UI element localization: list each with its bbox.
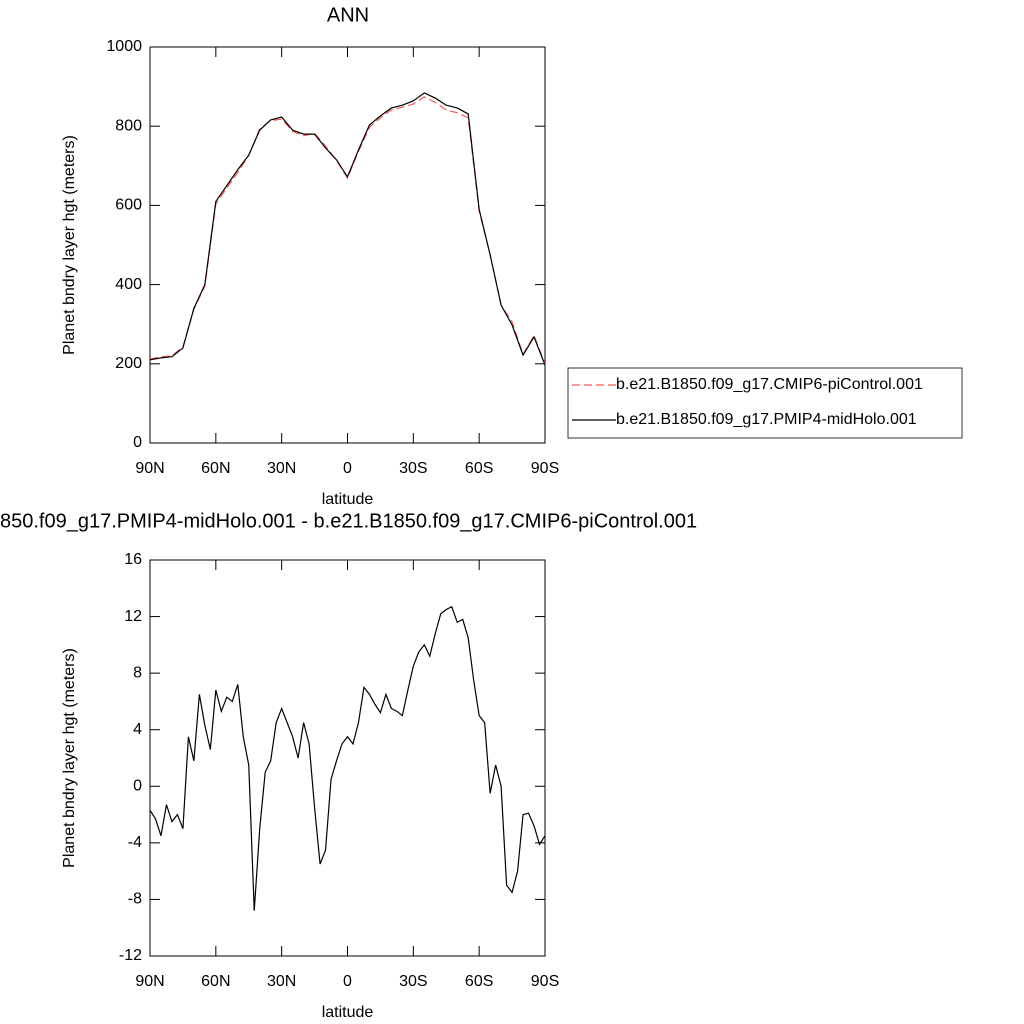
- legend-label: b.e21.B1850.f09_g17.PMIP4-midHolo.001: [616, 411, 917, 428]
- y-axis-label: Planet bndry layer hgt (meters): [61, 648, 78, 868]
- x-tick-label: 0: [343, 460, 352, 477]
- x-tick-label: 30N: [267, 973, 296, 990]
- x-tick-label: 30S: [399, 460, 427, 477]
- y-tick-label: 800: [115, 117, 142, 134]
- plot-frame: [149, 46, 546, 444]
- x-tick-label: 60N: [201, 973, 230, 990]
- y-tick-label: 400: [115, 276, 142, 293]
- x-tick-label: 60S: [465, 460, 493, 477]
- y-tick-label: 0: [133, 778, 142, 795]
- chart-title: 850.f09_g17.PMIP4-midHolo.001 - b.e21.B1…: [0, 510, 697, 532]
- y-tick-label: 0: [133, 434, 142, 451]
- y-tick-label: 600: [115, 197, 142, 214]
- x-tick-label: 30S: [399, 973, 427, 990]
- series-line: [149, 92, 546, 366]
- y-tick-label: 1000: [106, 38, 142, 55]
- x-tick-label: 60S: [465, 973, 493, 990]
- x-tick-label: 90N: [135, 460, 164, 477]
- x-tick-label: 30N: [267, 460, 296, 477]
- y-tick-label: -12: [119, 947, 142, 964]
- series-line: [149, 605, 546, 911]
- y-axis-label: Planet bndry layer hgt (meters): [61, 135, 78, 355]
- legend-label: b.e21.B1850.f09_g17.CMIP6-piControl.001: [616, 376, 923, 393]
- y-tick-label: 8: [133, 664, 142, 681]
- y-tick-label: 4: [133, 721, 142, 738]
- y-tick-label: -8: [128, 891, 142, 908]
- x-tick-label: 60N: [201, 460, 230, 477]
- y-tick-label: 200: [115, 355, 142, 372]
- x-tick-label: 90S: [531, 460, 559, 477]
- x-tick-label: 0: [343, 973, 352, 990]
- legend-box: [567, 367, 963, 439]
- y-tick-label: 16: [124, 551, 142, 568]
- plot-frame: [149, 559, 546, 957]
- series-line: [149, 96, 546, 365]
- x-axis-label: latitude: [322, 491, 374, 508]
- x-tick-label: 90N: [135, 973, 164, 990]
- y-tick-label: 12: [124, 608, 142, 625]
- x-axis-label: latitude: [322, 1004, 374, 1021]
- y-tick-label: -4: [128, 834, 142, 851]
- x-tick-label: 90S: [531, 973, 559, 990]
- chart-title: ANN: [327, 4, 369, 26]
